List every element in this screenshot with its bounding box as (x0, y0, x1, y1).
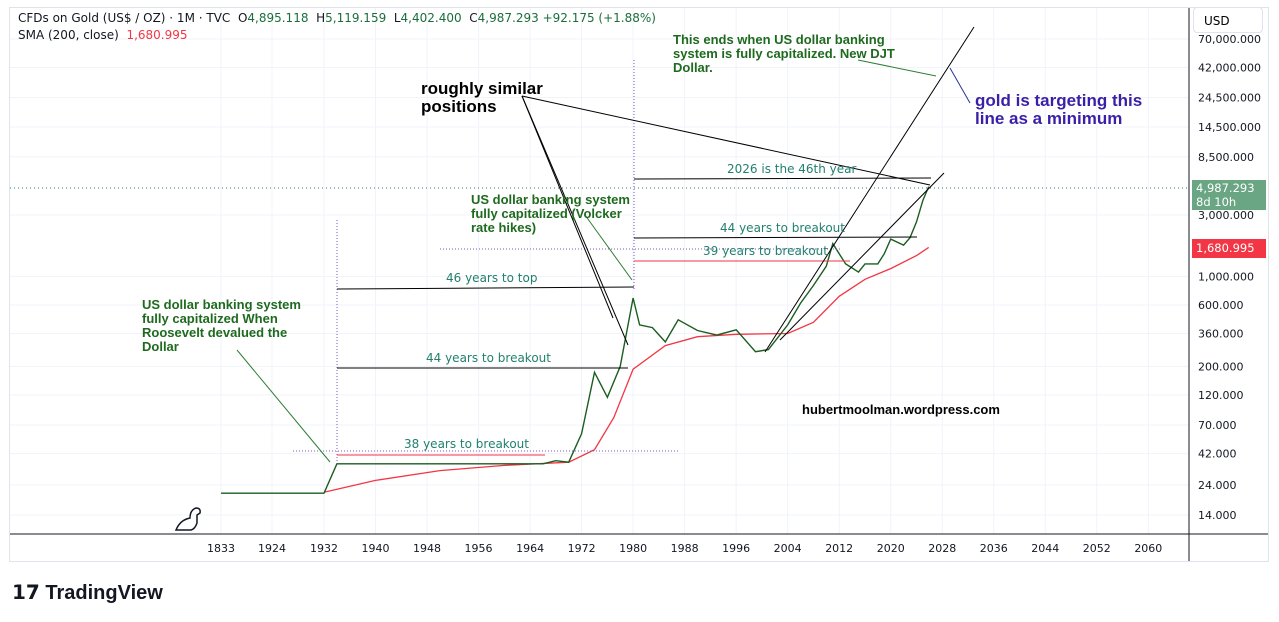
annotation-volcker: US dollar banking system fully capitaliz… (471, 192, 630, 235)
y-tick-label: 1,000.000 (1198, 270, 1254, 283)
x-tick-label: 1956 (465, 542, 493, 555)
logo-text: TradingView (45, 582, 163, 604)
channel-lower (779, 172, 945, 341)
y-tick-label: 70.000 (1198, 419, 1237, 432)
x-tick-label: 1980 (619, 542, 647, 555)
sma-value: 1,680.995 (126, 28, 188, 42)
x-tick-label: 1924 (258, 542, 286, 555)
annotation-similar: roughly similar positions (421, 79, 543, 116)
x-tick-label: 1972 (568, 542, 596, 555)
sma-line (323, 246, 930, 493)
label-2026: 2026 is the 46th year (727, 162, 857, 176)
green-pointer-roosevelt (236, 349, 331, 463)
price-line (221, 186, 930, 494)
legend-main[interactable]: CFDs on Gold (US$ / OZ) · 1M · TVC O4,89… (18, 11, 656, 25)
x-tick-label: 2060 (1134, 542, 1162, 555)
open-label: O (237, 11, 248, 25)
x-tick-label: 2012 (825, 542, 853, 555)
currency-button[interactable]: USD (1193, 7, 1263, 33)
price-axis[interactable]: 14.000 24.000 42.000 70.000 120.000 200.000 36… (1198, 33, 1261, 522)
y-tick-label: 24.000 (1198, 479, 1237, 492)
sma-label: SMA (200, close) (18, 28, 119, 42)
high-value: 5,119.159 (325, 11, 387, 25)
arrow-44-years-2 (633, 236, 918, 239)
pointer-2 (521, 95, 614, 319)
x-tick-label: 1932 (310, 542, 338, 555)
close-value: 4,987.293 (477, 11, 539, 25)
label-44-years-2: 44 years to breakout (720, 221, 845, 235)
y-tick-label: 70,000.000 (1198, 33, 1261, 46)
tv-logo-icon: 𝟭𝟳 (12, 582, 46, 604)
y-tick-label: 42,000.000 (1198, 61, 1261, 74)
open-value: 4,895.118 (247, 11, 309, 25)
legend-sma[interactable]: SMA (200, close) 1,680.995 (18, 28, 188, 42)
channel-upper (764, 26, 975, 353)
x-tick-label: 1964 (516, 542, 544, 555)
close-label: C (469, 11, 478, 25)
chart-pane[interactable] (9, 7, 1269, 562)
dinosaur-icon (174, 507, 201, 531)
time-axis[interactable]: 1833 1924 1932 1940 1948 1956 1964 1972 1980 1988… (207, 542, 1162, 555)
last-price-badge: 4,987.293 8d 10h (1192, 180, 1266, 210)
tradingview-logo[interactable]: 𝟭𝟳 TradingView (12, 580, 163, 605)
y-tick-label: 14.000 (1198, 509, 1237, 522)
label-46-years: 46 years to top (446, 271, 538, 285)
x-tick-label: 1996 (722, 542, 750, 555)
annotation-djt: This ends when US dollar banking system … (673, 32, 895, 75)
grid (10, 8, 1189, 534)
high-label: H (316, 11, 326, 25)
pointer-1 (521, 95, 629, 346)
sma-badge: 1,680.995 (1192, 239, 1266, 258)
arrow-2026 (633, 177, 932, 180)
y-tick-label: 8,500.000 (1198, 151, 1254, 164)
y-tick-label: 24,500.000 (1198, 92, 1261, 105)
low-label: L (393, 11, 401, 25)
y-tick-label: 600.000 (1198, 299, 1244, 312)
annotation-site: hubertmoolman.wordpress.com (802, 402, 1000, 417)
arrow-46-years (336, 286, 635, 290)
y-tick-label: 14,500.000 (1198, 121, 1261, 134)
x-tick-label: 1988 (671, 542, 699, 555)
y-tick-label: 42.000 (1198, 448, 1237, 461)
x-tick-label: 2044 (1031, 542, 1059, 555)
pointer-3 (521, 95, 931, 186)
x-tick-label: 2004 (774, 542, 802, 555)
last-price-value: 4,987.293 (1196, 181, 1255, 195)
green-pointer-djt (857, 59, 937, 77)
y-tick-label: 120.000 (1198, 389, 1244, 402)
x-tick-label: 2052 (1083, 542, 1111, 555)
y-tick-label: 360.000 (1198, 328, 1244, 341)
x-tick-label: 2036 (980, 542, 1008, 555)
annotation-target: gold is targeting this line as a minimum (975, 91, 1143, 128)
y-tick-label: 3,000.000 (1198, 209, 1254, 222)
x-tick-label: 1940 (362, 542, 390, 555)
x-tick-label: 1833 (207, 542, 235, 555)
x-tick-label: 2028 (928, 542, 956, 555)
bar-countdown: 8d 10h (1196, 195, 1237, 209)
label-44-years: 44 years to breakout (426, 351, 551, 365)
label-38-years: 38 years to breakout (404, 437, 529, 451)
label-39-years: 39 years to breakout (703, 244, 828, 258)
green-pointer-volcker (584, 214, 633, 281)
change-value: +92.175 (+1.88%) (542, 11, 656, 25)
drawings (236, 26, 975, 463)
blue-pointer-target (949, 67, 971, 104)
y-tick-label: 200.000 (1198, 360, 1244, 373)
x-tick-label: 1948 (413, 542, 441, 555)
low-value: 4,402.400 (400, 11, 462, 25)
annotation-roosevelt: US dollar banking system fully capitaliz… (142, 297, 301, 354)
symbol-title: CFDs on Gold (US$ / OZ) · 1M · TVC (18, 11, 231, 25)
x-tick-label: 2020 (877, 542, 905, 555)
